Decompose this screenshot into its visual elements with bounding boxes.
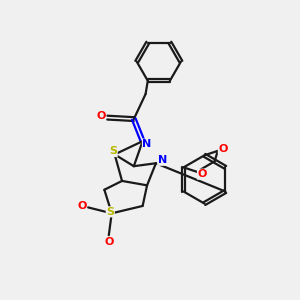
Text: N: N — [158, 155, 167, 165]
Text: S: S — [106, 207, 114, 217]
Text: O: O — [218, 143, 228, 154]
Text: O: O — [104, 237, 113, 247]
Text: O: O — [197, 169, 207, 179]
Text: S: S — [109, 146, 117, 157]
Text: O: O — [96, 111, 106, 121]
Text: O: O — [77, 201, 86, 211]
Text: N: N — [142, 139, 152, 149]
